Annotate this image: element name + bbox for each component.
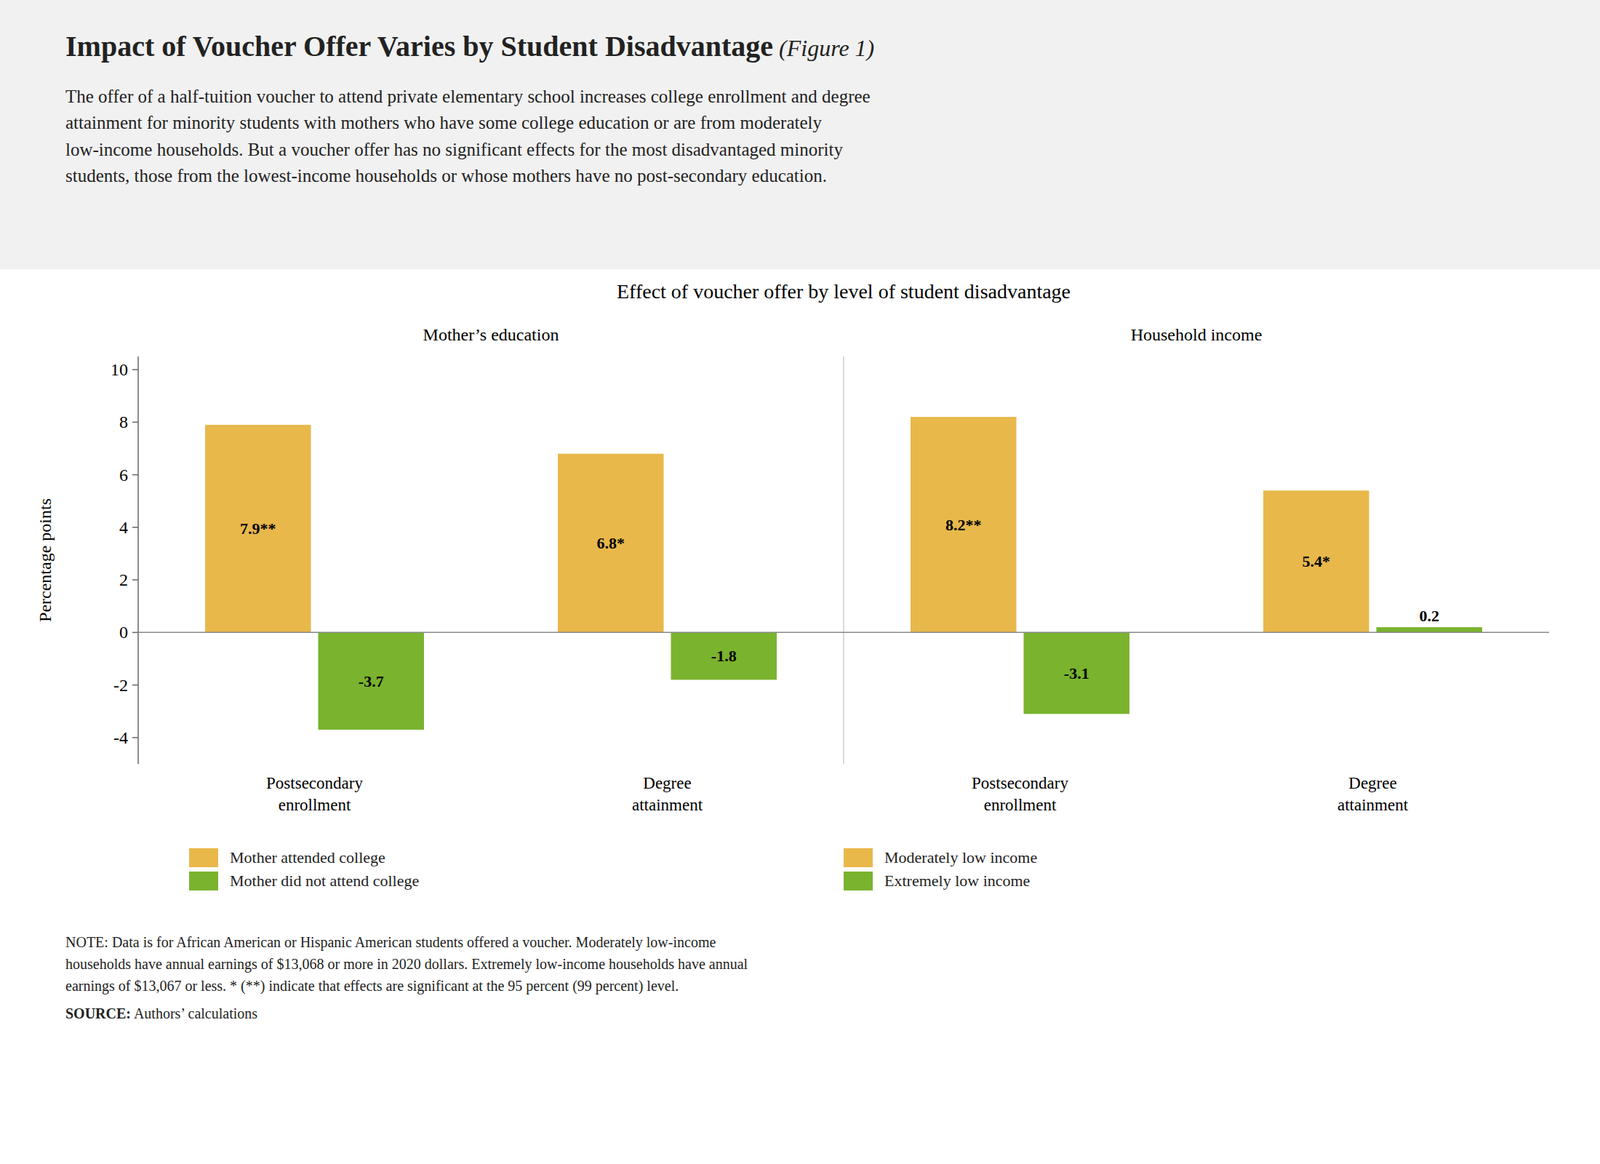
x-tick-label-line: enrollment bbox=[278, 795, 352, 814]
data-label: 6.8* bbox=[597, 533, 626, 552]
source-text: Authors’ calculations bbox=[130, 1005, 258, 1022]
bar bbox=[671, 632, 778, 680]
group-divider bbox=[842, 356, 845, 764]
x-tick-label-line: Postsecondary bbox=[266, 773, 363, 792]
notes: NOTE: Data is for African American or Hi… bbox=[0, 923, 1600, 1032]
source: SOURCE: Authors’ calculations bbox=[65, 1002, 1535, 1024]
data-label: 8.2** bbox=[945, 515, 982, 534]
y-tick bbox=[132, 684, 139, 686]
data-label: -3.1 bbox=[1064, 664, 1090, 683]
y-tick-label: 8 bbox=[119, 412, 128, 432]
y-axis-label: Percentage points bbox=[35, 498, 55, 622]
legend-item: Extremely low income bbox=[843, 871, 1499, 891]
data-label: 5.4* bbox=[1302, 552, 1331, 571]
legend-label: Mother did not attend college bbox=[229, 871, 419, 891]
legend-column: Mother attended college Mother did not at… bbox=[189, 843, 844, 924]
legend-item: Mother attended college bbox=[189, 848, 844, 867]
legend-column: Moderately low income Extremely low incom… bbox=[843, 843, 1499, 924]
x-tick-label: Degree attainment bbox=[632, 773, 704, 814]
note-line: NOTE: Data is for African American or Hi… bbox=[65, 930, 1535, 953]
x-tick-label-line: Degree bbox=[1348, 773, 1397, 792]
legend-swatch bbox=[189, 871, 219, 891]
bars bbox=[205, 416, 1483, 730]
x-tick-label-line: Postsecondary bbox=[971, 773, 1069, 792]
legend-item: Mother did not attend college bbox=[189, 871, 844, 891]
y-tick-label: 10 bbox=[110, 360, 128, 379]
title-line: Impact of Voucher Offer Varies by Studen… bbox=[65, 29, 1535, 64]
subtitle-line: students, those from the lowest-income h… bbox=[65, 162, 1535, 190]
y-tick-label: -2 bbox=[113, 675, 128, 695]
plot-title: Effect of voucher offer by level of stud… bbox=[616, 280, 1071, 303]
bar bbox=[1024, 632, 1131, 714]
data-label: 7.9** bbox=[240, 519, 277, 538]
group-header: Mother’s education bbox=[423, 325, 560, 344]
legend: Mother attended college Mother did not at… bbox=[0, 843, 1600, 924]
y-tick bbox=[132, 526, 139, 528]
note-line: households have annual earnings of $13,0… bbox=[65, 952, 1535, 975]
x-tick-label-line: enrollment bbox=[984, 795, 1057, 814]
title-suffix: (Figure 1) bbox=[773, 34, 875, 62]
x-tick-label-line: Degree bbox=[642, 773, 691, 792]
bar bbox=[1376, 626, 1483, 632]
x-tick-label: Degree attainment bbox=[1337, 773, 1409, 814]
source-label: SOURCE: bbox=[65, 1005, 131, 1022]
legend-item: Moderately low income bbox=[843, 848, 1499, 867]
bar bbox=[318, 632, 425, 730]
subtitle: The offer of a half-tuition voucher to a… bbox=[65, 83, 1535, 190]
note-line: earnings of $13,067 or less. * (**) indi… bbox=[65, 974, 1535, 997]
y-tick bbox=[132, 736, 139, 739]
y-tick bbox=[132, 421, 139, 424]
data-label: 0.2 bbox=[1419, 606, 1440, 625]
x-tick-label: Postsecondary enrollment bbox=[266, 773, 363, 814]
y-tick-label: 4 bbox=[119, 517, 128, 537]
legend-label: Extremely low income bbox=[884, 871, 1030, 891]
y-tick-label: -4 bbox=[113, 728, 128, 747]
page: {"chart_data": { "type": "bar", "title":… bbox=[0, 0, 1600, 1164]
y-tick bbox=[132, 632, 139, 634]
x-tick-label-line: attainment bbox=[1337, 795, 1409, 814]
legend-swatch bbox=[189, 848, 219, 867]
banner: Impact of Voucher Offer Varies by Studen… bbox=[0, 0, 1600, 270]
y-axis-line bbox=[137, 356, 139, 764]
group-header: Household income bbox=[1130, 325, 1263, 344]
zero-line bbox=[138, 632, 1550, 634]
y-tick bbox=[132, 578, 139, 581]
legend-swatch bbox=[843, 848, 873, 867]
y-tick bbox=[132, 474, 139, 476]
subtitle-line: The offer of a half-tuition voucher to a… bbox=[65, 83, 1535, 110]
chart: Effect of voucher offer by level of stud… bbox=[0, 269, 1600, 844]
bar bbox=[557, 453, 664, 633]
bar bbox=[1263, 490, 1370, 632]
data-label: -1.8 bbox=[711, 646, 737, 665]
legend-swatch bbox=[843, 871, 873, 891]
subtitle-line: attainment for minority students with mo… bbox=[65, 109, 1535, 136]
y-tick-label: 6 bbox=[119, 465, 128, 485]
y-tick-label: 2 bbox=[119, 570, 128, 590]
x-tick-label-line: attainment bbox=[632, 795, 704, 814]
data-labels: 7.9** -3.7 6.8* -1.8 8.2** -3.1 5.4* 0.2 bbox=[240, 515, 1440, 691]
legend-label: Moderately low income bbox=[884, 848, 1038, 867]
subtitle-line: low-income households. But a voucher off… bbox=[65, 136, 1535, 163]
bar bbox=[910, 416, 1017, 632]
x-tick-label: Postsecondary enrollment bbox=[971, 773, 1069, 814]
bar bbox=[205, 424, 312, 632]
legend-label: Mother attended college bbox=[229, 848, 386, 867]
title: Impact of Voucher Offer Varies by Studen… bbox=[65, 29, 774, 63]
y-tick-label: 0 bbox=[119, 622, 128, 642]
y-tick bbox=[132, 368, 139, 371]
data-label: -3.7 bbox=[358, 672, 384, 691]
